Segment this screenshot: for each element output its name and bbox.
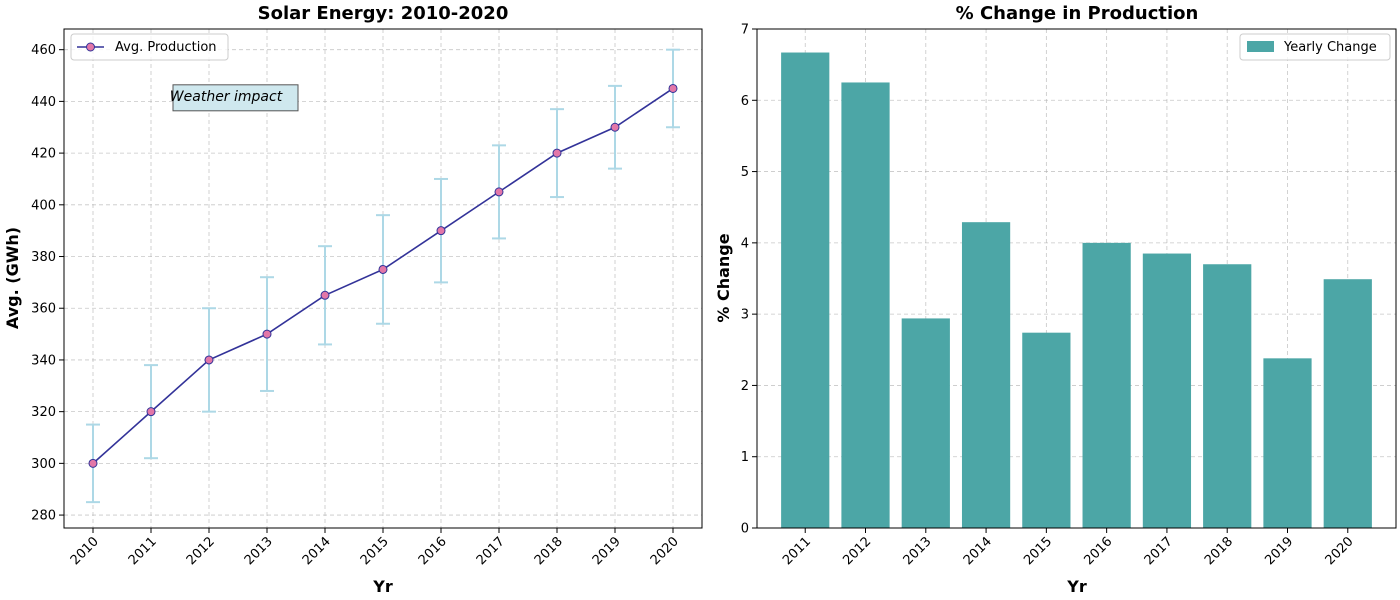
line-chart-xtick-label: 2017 bbox=[474, 534, 508, 568]
line-chart-ytick-label: 360 bbox=[31, 302, 56, 317]
bar-chart-ytick-label: 3 bbox=[741, 308, 749, 323]
bar-chart-xlabel: Yr bbox=[1066, 577, 1087, 596]
line-chart-points bbox=[88, 83, 678, 468]
data-point bbox=[436, 226, 446, 236]
bar-chart-legend-box bbox=[1239, 33, 1391, 61]
bar bbox=[961, 222, 1011, 529]
line-chart-ytick-label: 400 bbox=[31, 198, 56, 213]
line-chart-ytick-label: 380 bbox=[31, 250, 56, 265]
line-chart-ytick-label: 300 bbox=[31, 457, 56, 472]
bar bbox=[781, 52, 830, 528]
annotation-box bbox=[172, 84, 299, 112]
bar-chart-xtick-label: 2020 bbox=[1323, 534, 1357, 568]
data-point bbox=[494, 187, 504, 197]
line-chart-frame bbox=[63, 28, 703, 529]
line-chart-xtick-label: 2016 bbox=[416, 534, 450, 568]
weather-impact-annotation: Weather impact bbox=[170, 84, 299, 112]
bar-chart-xtick-label: 2016 bbox=[1081, 534, 1115, 568]
bar bbox=[1263, 358, 1312, 528]
bar-chart-xtick-label: 2018 bbox=[1202, 534, 1236, 568]
line-chart-xtick-label: 2014 bbox=[300, 534, 334, 568]
line-chart-xtick-label: 2018 bbox=[532, 534, 566, 568]
line-chart-ytick-label: 340 bbox=[31, 353, 56, 368]
data-point bbox=[88, 458, 98, 468]
data-point bbox=[668, 83, 678, 93]
bar bbox=[1082, 242, 1131, 528]
bar-chart-ytick-label: 7 bbox=[741, 23, 749, 38]
bar-chart-legend-swatch bbox=[1247, 41, 1274, 52]
bar-chart-ytick-label: 6 bbox=[741, 94, 749, 109]
bar-chart-legend: Yearly Change bbox=[1239, 33, 1391, 61]
line-chart-xtick-label: 2010 bbox=[68, 534, 102, 568]
line-chart-ytick-label: 460 bbox=[31, 43, 56, 58]
bar bbox=[1022, 332, 1071, 528]
bar-chart-title: % Change in Production bbox=[956, 3, 1199, 24]
line-chart-xtick-label: 2011 bbox=[126, 534, 160, 568]
line-chart-ytick-label: 320 bbox=[31, 405, 56, 420]
line-chart-legend: Avg. Production bbox=[70, 33, 229, 61]
line-chart-xtick-label: 2019 bbox=[590, 534, 624, 568]
data-point bbox=[146, 407, 156, 417]
bar-chart-ytick-label: 4 bbox=[741, 236, 749, 251]
bar-chart-xtick-label: 2014 bbox=[961, 534, 995, 568]
line-chart-legend-box bbox=[70, 33, 229, 61]
data-point bbox=[610, 122, 620, 132]
line-chart-ytick-label: 440 bbox=[31, 95, 56, 110]
bar bbox=[1323, 279, 1372, 528]
bar-chart-legend-label: Yearly Change bbox=[1283, 40, 1377, 55]
line-chart-xlabel: Yr bbox=[372, 577, 393, 596]
data-point bbox=[552, 148, 562, 158]
bar-chart-ytick-label: 1 bbox=[741, 450, 749, 465]
line-chart-title: Solar Energy: 2010-2020 bbox=[258, 3, 509, 24]
bar-chart-xtick-label: 2019 bbox=[1262, 534, 1296, 568]
line-chart-xtick-label: 2012 bbox=[184, 534, 218, 568]
bar-chart-xtick-label: 2015 bbox=[1021, 534, 1055, 568]
bar bbox=[901, 318, 950, 528]
data-point bbox=[320, 290, 330, 300]
bar-chart-xtick-label: 2012 bbox=[840, 534, 874, 568]
line-chart-ytick-label: 280 bbox=[31, 509, 56, 524]
data-point bbox=[204, 355, 214, 365]
bar-chart-ytick-label: 2 bbox=[741, 379, 749, 394]
line-chart-error-bars bbox=[86, 48, 680, 504]
line-chart-axes: 2010 2011 2012 2013 2014 2015 2016 2017 2018 2019… bbox=[31, 43, 682, 568]
line-chart-legend-label: Avg. Production bbox=[115, 40, 217, 55]
bar-chart-xtick-label: 2017 bbox=[1142, 534, 1176, 568]
data-point bbox=[262, 329, 272, 339]
line-chart-xtick-label: 2013 bbox=[242, 534, 276, 568]
line-chart-legend-marker bbox=[86, 42, 95, 52]
bar-chart-xtick-label: 2013 bbox=[901, 534, 935, 568]
line-chart-ytick-label: 420 bbox=[31, 147, 56, 162]
line-chart-xtick-label: 2020 bbox=[648, 534, 682, 568]
bar-chart-ytick-label: 0 bbox=[741, 522, 749, 537]
bar-chart-xtick-label: 2011 bbox=[780, 534, 814, 568]
bar-chart-ytick-label: 5 bbox=[741, 165, 749, 180]
bar-chart-bars bbox=[781, 52, 1372, 529]
line-chart-ylabel: Avg. (GWh) bbox=[3, 227, 22, 329]
bar-chart-ylabel: % Change bbox=[714, 233, 733, 322]
line-chart-xtick-label: 2015 bbox=[358, 534, 392, 568]
line-chart: Solar Energy: 2010-2020 2010 2011 2012 2013… bbox=[3, 3, 703, 596]
annotation-text: Weather impact bbox=[170, 89, 283, 105]
bar bbox=[1142, 253, 1192, 529]
bar-chart-frame bbox=[756, 28, 1397, 529]
bar bbox=[841, 82, 890, 528]
bar bbox=[1203, 264, 1252, 528]
bar-chart: % Change in Production 0 1 2 3 4 5 6 7 2011 2012 2… bbox=[714, 3, 1397, 596]
data-point bbox=[378, 264, 388, 274]
